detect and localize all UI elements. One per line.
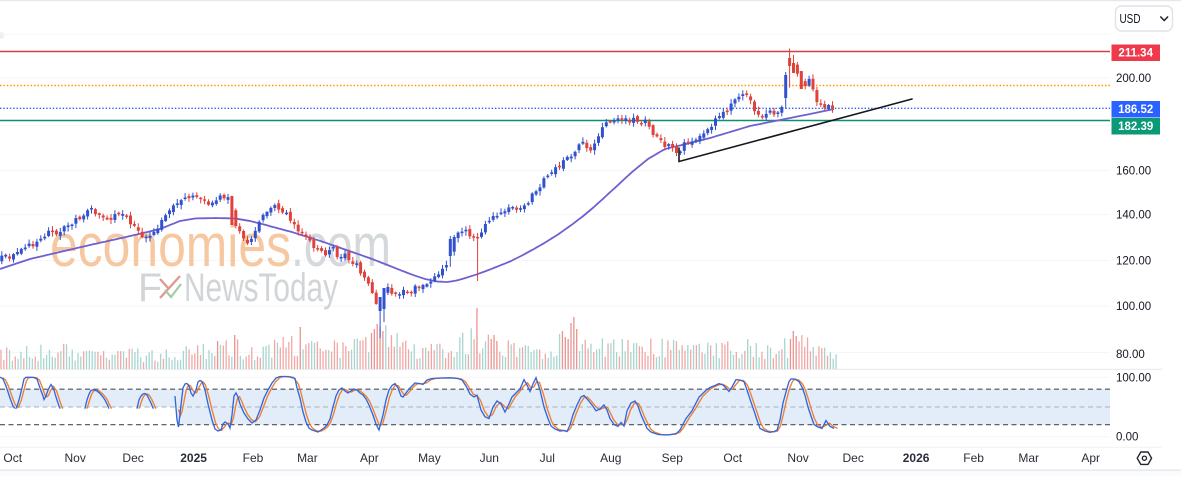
svg-text:Nov: Nov (787, 451, 808, 465)
svg-text:211.34: 211.34 (1118, 48, 1153, 60)
svg-text:Oct: Oct (723, 451, 742, 465)
svg-text:80.00: 80.00 (1116, 349, 1145, 361)
svg-text:100.00: 100.00 (1116, 372, 1151, 384)
svg-text:186.52: 186.52 (1118, 104, 1153, 116)
svg-text:Nov: Nov (65, 451, 86, 465)
svg-text:Apr: Apr (360, 451, 379, 465)
svg-text:182.39: 182.39 (1118, 121, 1153, 133)
svg-text:May: May (418, 451, 441, 465)
svg-text:160.00: 160.00 (1116, 166, 1151, 178)
svg-text:Mar: Mar (1018, 451, 1039, 465)
svg-text:Apr: Apr (1081, 451, 1100, 465)
svg-text:120.00: 120.00 (1116, 256, 1151, 268)
svg-text:F: F (138, 266, 162, 310)
svg-text:100.00: 100.00 (1116, 301, 1151, 313)
svg-text:2025: 2025 (180, 451, 207, 465)
svg-text:Feb: Feb (963, 451, 984, 465)
svg-text:Oct: Oct (3, 451, 22, 465)
svg-text:140.00: 140.00 (1116, 210, 1151, 222)
svg-text:2026: 2026 (903, 451, 930, 465)
svg-text:.com: .com (291, 212, 391, 279)
svg-text:Mar: Mar (297, 451, 318, 465)
svg-text:Dec: Dec (843, 451, 864, 465)
svg-text:Sep: Sep (662, 451, 684, 465)
svg-text:0.00: 0.00 (1116, 432, 1138, 444)
svg-text:Dec: Dec (122, 451, 143, 465)
svg-text:200.00: 200.00 (1116, 73, 1151, 85)
svg-text:USD: USD (1120, 11, 1141, 26)
svg-text:NewsToday: NewsToday (184, 266, 338, 310)
svg-text:Feb: Feb (243, 451, 264, 465)
svg-text:Jul: Jul (540, 451, 555, 465)
svg-text:Aug: Aug (600, 451, 621, 465)
svg-text:Jun: Jun (480, 451, 499, 465)
